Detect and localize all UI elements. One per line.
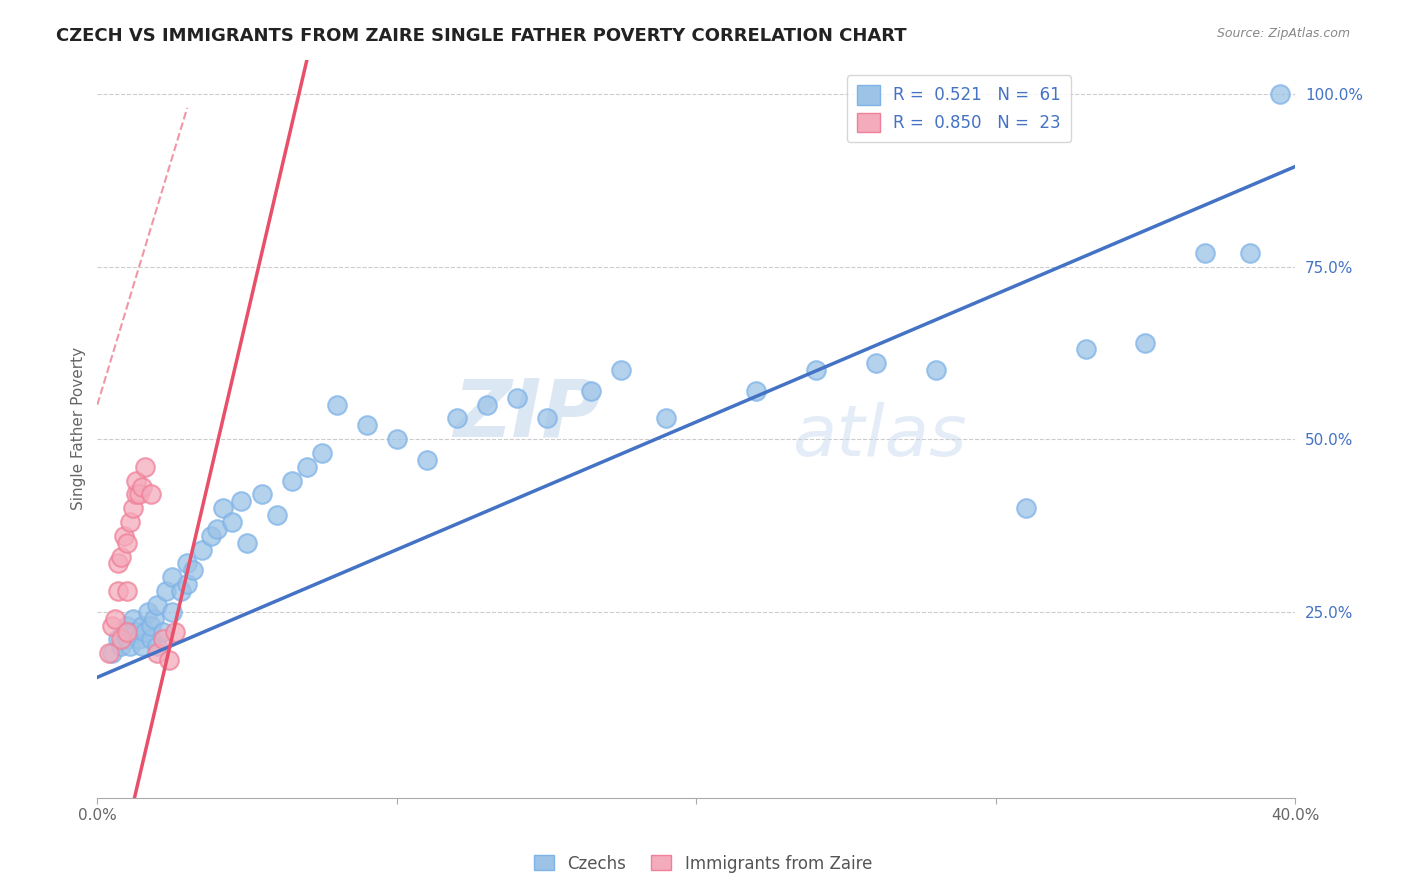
Point <box>141 487 163 501</box>
Point <box>165 625 187 640</box>
Text: CZECH VS IMMIGRANTS FROM ZAIRE SINGLE FATHER POVERTY CORRELATION CHART: CZECH VS IMMIGRANTS FROM ZAIRE SINGLE FA… <box>56 27 907 45</box>
Point <box>212 501 235 516</box>
Point <box>176 577 198 591</box>
Point <box>104 612 127 626</box>
Point <box>1270 87 1292 102</box>
Point <box>1074 343 1097 357</box>
Point <box>176 557 198 571</box>
Point <box>191 542 214 557</box>
Legend: Czechs, Immigrants from Zaire: Czechs, Immigrants from Zaire <box>527 848 879 880</box>
Point <box>134 625 156 640</box>
Point <box>416 453 439 467</box>
Point <box>221 515 243 529</box>
Point <box>655 411 678 425</box>
Point <box>236 535 259 549</box>
Point <box>146 646 169 660</box>
Point <box>120 639 142 653</box>
Point <box>804 363 827 377</box>
Point <box>125 487 148 501</box>
Point <box>170 584 193 599</box>
Point <box>125 625 148 640</box>
Point <box>120 515 142 529</box>
Point <box>110 632 132 647</box>
Text: ZIP: ZIP <box>453 375 600 453</box>
Point <box>229 494 252 508</box>
Point <box>122 625 145 640</box>
Point <box>160 605 183 619</box>
Point <box>1194 245 1216 260</box>
Point <box>581 384 603 398</box>
Point <box>101 618 124 632</box>
Point <box>131 481 153 495</box>
Point <box>205 522 228 536</box>
Point <box>925 363 948 377</box>
Point <box>125 474 148 488</box>
Point <box>475 398 498 412</box>
Point <box>152 632 174 647</box>
Point <box>110 549 132 564</box>
Point <box>1239 245 1261 260</box>
Point <box>101 646 124 660</box>
Point <box>117 618 139 632</box>
Point <box>107 584 129 599</box>
Point <box>865 356 887 370</box>
Point <box>146 639 169 653</box>
Point <box>143 612 166 626</box>
Point <box>446 411 468 425</box>
Point <box>128 632 150 647</box>
Point <box>131 618 153 632</box>
Point <box>152 625 174 640</box>
Point <box>107 557 129 571</box>
Point <box>131 639 153 653</box>
Point <box>122 501 145 516</box>
Point <box>112 625 135 640</box>
Y-axis label: Single Father Poverty: Single Father Poverty <box>72 347 86 510</box>
Point <box>1135 335 1157 350</box>
Point <box>181 563 204 577</box>
Text: atlas: atlas <box>792 401 967 471</box>
Point <box>295 459 318 474</box>
Point <box>155 584 177 599</box>
Point <box>266 508 288 522</box>
Point <box>1014 501 1036 516</box>
Point <box>112 529 135 543</box>
Point <box>281 474 304 488</box>
Point <box>141 618 163 632</box>
Point <box>505 391 527 405</box>
Point <box>160 570 183 584</box>
Point <box>250 487 273 501</box>
Point <box>117 535 139 549</box>
Point <box>200 529 222 543</box>
Point <box>141 632 163 647</box>
Point <box>107 632 129 647</box>
Point <box>385 432 408 446</box>
Point <box>117 584 139 599</box>
Point <box>117 625 139 640</box>
Legend: R =  0.521   N =  61, R =  0.850   N =  23: R = 0.521 N = 61, R = 0.850 N = 23 <box>846 75 1071 142</box>
Point <box>157 653 180 667</box>
Point <box>536 411 558 425</box>
Point <box>326 398 349 412</box>
Point <box>122 612 145 626</box>
Point <box>610 363 633 377</box>
Point <box>136 605 159 619</box>
Point <box>117 632 139 647</box>
Point <box>146 598 169 612</box>
Text: Source: ZipAtlas.com: Source: ZipAtlas.com <box>1216 27 1350 40</box>
Point <box>98 646 121 660</box>
Point <box>128 487 150 501</box>
Point <box>356 418 378 433</box>
Point <box>745 384 768 398</box>
Point <box>110 639 132 653</box>
Point <box>311 446 333 460</box>
Point <box>134 459 156 474</box>
